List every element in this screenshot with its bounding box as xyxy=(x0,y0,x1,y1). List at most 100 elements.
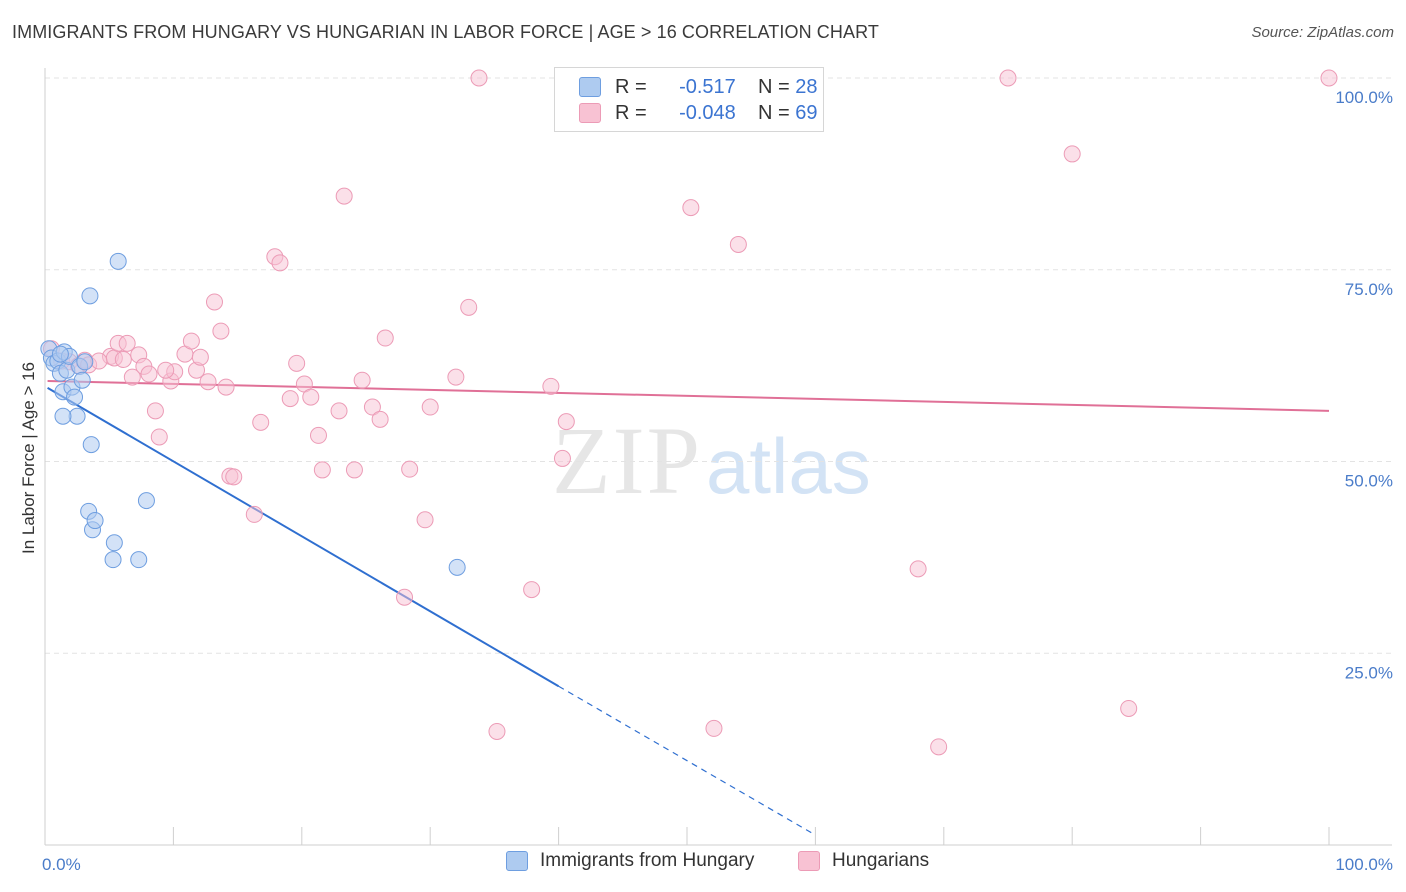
point-hungarians xyxy=(140,365,158,383)
point-hungarians xyxy=(118,334,136,352)
point-hungarians xyxy=(488,722,506,740)
point-immigrants xyxy=(448,558,466,576)
legend-item-hungarians: Hungarians xyxy=(798,850,929,872)
point-hungarians xyxy=(212,322,230,340)
r-value: -0.048 xyxy=(679,101,736,124)
point-hungarians xyxy=(705,719,723,737)
r-label: R = xyxy=(615,75,647,98)
trend-line-hungarians xyxy=(47,379,1330,412)
point-hungarians xyxy=(199,373,217,391)
point-hungarians xyxy=(1063,145,1081,163)
point-hungarians xyxy=(146,402,164,420)
point-hungarians xyxy=(252,413,270,431)
correlation-legend: R = -0.517 N = 28 R = -0.048 N = 69 xyxy=(554,67,824,132)
point-hungarians xyxy=(553,449,571,467)
point-hungarians xyxy=(309,426,327,444)
point-hungarians xyxy=(217,378,235,396)
point-hungarians xyxy=(376,329,394,347)
legend-label-immigrants: Immigrants from Hungary xyxy=(540,850,755,871)
legend-row-immigrants: R = -0.517 N = 28 xyxy=(579,73,818,101)
point-immigrants xyxy=(109,252,127,270)
point-hungarians xyxy=(123,368,141,386)
n-value: 69 xyxy=(795,101,818,124)
axes xyxy=(44,68,1392,846)
y-tick-label: 100.0% xyxy=(1335,88,1393,107)
data-points xyxy=(40,69,1338,756)
point-hungarians xyxy=(557,413,575,431)
point-hungarians xyxy=(302,388,320,406)
point-immigrants xyxy=(66,388,84,406)
point-hungarians xyxy=(460,298,478,316)
pink-swatch xyxy=(579,103,601,123)
point-hungarians xyxy=(271,254,289,272)
point-hungarians xyxy=(363,398,381,416)
point-immigrants xyxy=(54,407,72,425)
n-label: N = xyxy=(758,101,790,124)
point-hungarians xyxy=(353,371,371,389)
point-hungarians xyxy=(313,461,331,479)
point-hungarians xyxy=(288,354,306,372)
source-attribution: Source: ZipAtlas.com xyxy=(1251,24,1394,41)
point-hungarians xyxy=(729,235,747,253)
point-hungarians xyxy=(470,69,488,87)
y-axis-label: In Labor Force | Age > 16 xyxy=(19,362,38,554)
blue-swatch xyxy=(579,77,601,97)
point-hungarians xyxy=(999,69,1017,87)
blue-swatch xyxy=(506,851,528,871)
point-hungarians xyxy=(447,368,465,386)
series-legend: Immigrants from Hungary Hungarians xyxy=(0,850,1406,878)
x-tick-label: 100.0% xyxy=(1335,855,1393,874)
point-hungarians xyxy=(401,460,419,478)
legend-item-immigrants: Immigrants from Hungary xyxy=(506,850,754,872)
point-hungarians xyxy=(281,390,299,408)
point-hungarians xyxy=(245,505,263,523)
point-immigrants xyxy=(82,436,100,454)
x-tick-label: 0.0% xyxy=(42,855,81,874)
point-hungarians xyxy=(396,588,414,606)
point-immigrants xyxy=(86,512,104,530)
r-label: R = xyxy=(615,101,647,124)
point-immigrants xyxy=(137,492,155,510)
trend-lines xyxy=(47,379,1330,836)
point-hungarians xyxy=(523,581,541,599)
trend-line-immigrants xyxy=(47,387,560,688)
point-hungarians xyxy=(416,511,434,529)
point-hungarians xyxy=(114,350,132,368)
point-immigrants xyxy=(81,287,99,305)
n-label: N = xyxy=(758,75,790,98)
legend-label-hungarians: Hungarians xyxy=(832,850,930,871)
chart-title: IMMIGRANTS FROM HUNGARY VS HUNGARIAN IN … xyxy=(12,22,879,42)
point-hungarians xyxy=(371,410,389,428)
point-hungarians xyxy=(191,348,209,366)
y-tick-label: 50.0% xyxy=(1345,472,1393,491)
gridlines xyxy=(45,77,1392,654)
point-hungarians xyxy=(345,461,363,479)
point-hungarians xyxy=(225,468,243,486)
point-hungarians xyxy=(205,293,223,311)
point-immigrants xyxy=(105,534,123,552)
point-hungarians xyxy=(421,398,439,416)
point-immigrants xyxy=(76,353,94,371)
y-tick-label: 75.0% xyxy=(1345,280,1393,299)
point-hungarians xyxy=(909,560,927,578)
point-hungarians xyxy=(542,377,560,395)
point-hungarians xyxy=(157,361,175,379)
point-hungarians xyxy=(150,428,168,446)
point-hungarians xyxy=(930,738,948,756)
point-hungarians xyxy=(1120,699,1138,717)
trend-line-immigrants-extension xyxy=(558,685,816,836)
point-hungarians xyxy=(682,199,700,217)
n-value: 28 xyxy=(795,75,818,98)
point-hungarians xyxy=(330,402,348,420)
point-immigrants xyxy=(73,371,91,389)
point-hungarians xyxy=(1320,69,1338,87)
point-immigrants xyxy=(130,551,148,569)
point-hungarians xyxy=(182,332,200,350)
point-immigrants xyxy=(104,551,122,569)
r-value: -0.517 xyxy=(679,75,736,98)
point-hungarians xyxy=(335,187,353,205)
tick-labels: 25.0% 50.0% 75.0% 100.0% 0.0% 100.0% xyxy=(42,88,1393,874)
y-tick-label: 25.0% xyxy=(1345,663,1393,682)
point-immigrants xyxy=(68,407,86,425)
